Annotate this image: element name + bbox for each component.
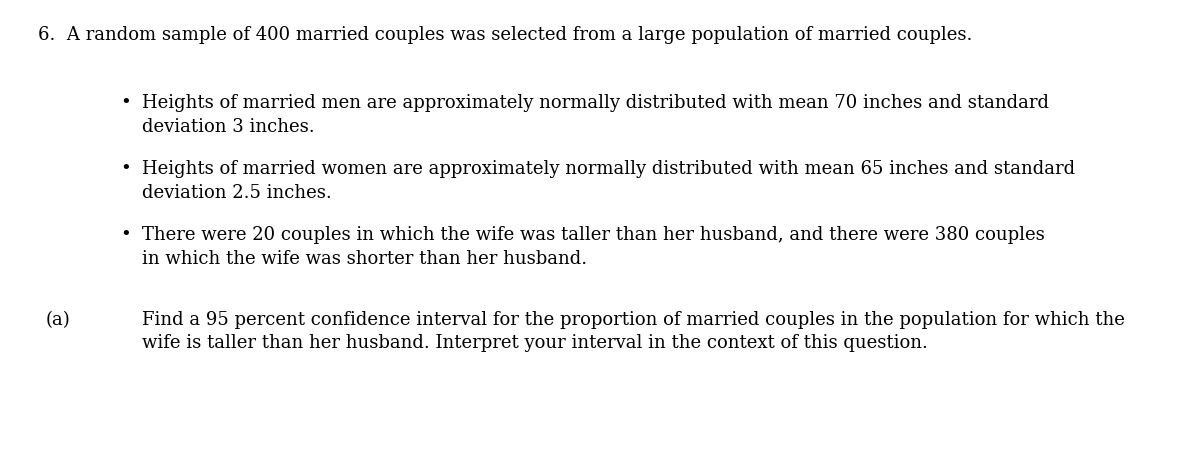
Text: Find a 95 percent confidence interval for the proportion of married couples in t: Find a 95 percent confidence interval fo… bbox=[142, 311, 1124, 352]
Text: Heights of married women are approximately normally distributed with mean 65 inc: Heights of married women are approximate… bbox=[142, 160, 1075, 202]
Text: Heights of married men are approximately normally distributed with mean 70 inche: Heights of married men are approximately… bbox=[142, 94, 1049, 136]
Text: •: • bbox=[120, 94, 131, 112]
Text: There were 20 couples in which the wife was taller than her husband, and there w: There were 20 couples in which the wife … bbox=[142, 226, 1044, 268]
Text: 6.  A random sample of 400 married couples was selected from a large population : 6. A random sample of 400 married couple… bbox=[38, 26, 973, 44]
Text: (a): (a) bbox=[46, 311, 71, 329]
Text: •: • bbox=[120, 160, 131, 178]
Text: •: • bbox=[120, 226, 131, 244]
